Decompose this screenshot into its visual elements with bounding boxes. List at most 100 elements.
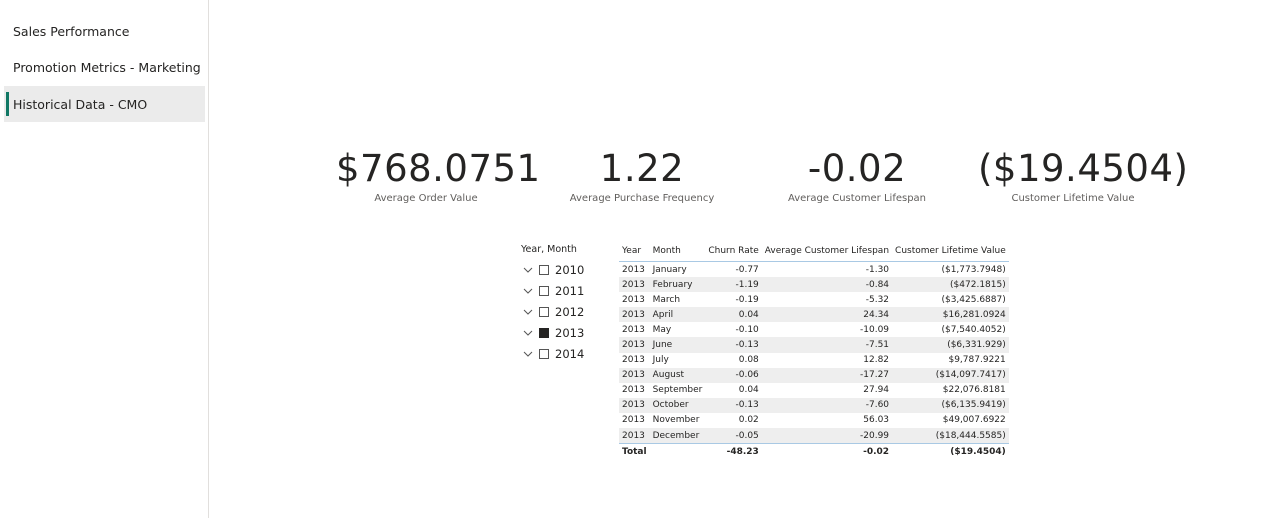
cell-avg-lifespan: -1.30 — [865, 264, 890, 275]
cell-total-label: Total — [619, 443, 650, 460]
chevron-down-icon[interactable] — [521, 326, 535, 340]
cell-avg-lifespan: 56.03 — [863, 415, 890, 426]
table-row[interactable]: 2013 July 0.08 12.82 $9,787.9221 — [619, 353, 1009, 368]
cell-year: 2013 — [619, 337, 650, 353]
table-row[interactable]: 2013 March -0.19 -5.32 ($3,425.6887) — [619, 292, 1009, 307]
cell-year: 2013 — [622, 385, 645, 396]
cell-month: November — [652, 415, 700, 426]
column-header-month[interactable]: Month — [649, 243, 706, 262]
kpi-card-average-order-value[interactable]: $768.0751 Average Order Value — [336, 146, 540, 204]
cell-clv: ($472.1815) — [892, 277, 1009, 293]
table-row[interactable]: 2013 February -1.19 -0.84 ($472.1815) — [619, 277, 1009, 293]
year-month-slicer[interactable]: Year, Month 2010 2011 2012 2013 2014 — [521, 244, 611, 364]
cell-month: July — [652, 355, 669, 366]
kpi-label: Average Customer Lifespan — [787, 193, 927, 204]
nav-item-promotion-metrics-marketing[interactable]: Promotion Metrics - Marketing — [13, 59, 201, 75]
cell-churn-rate: -0.06 — [705, 367, 762, 383]
churn-table-visual: Year Month Churn Rate Average Customer L… — [619, 243, 1009, 460]
slicer-item-label: 2013 — [555, 325, 585, 340]
cell-year: 2013 — [619, 428, 650, 445]
kpi-card-average-customer-lifespan[interactable]: -0.02 Average Customer Lifespan — [782, 146, 932, 204]
cell-avg-lifespan: 24.34 — [761, 307, 893, 323]
cell-month: January — [652, 264, 687, 275]
kpi-label: Customer Lifetime Value — [1011, 193, 1135, 204]
cell-clv: ($6,331.929) — [892, 337, 1009, 353]
cell-total-avg-lifespan: -0.02 — [761, 443, 893, 460]
cell-year: 2013 — [622, 264, 645, 275]
cell-clv: ($6,135.9419) — [892, 397, 1009, 413]
kpi-card-average-purchase-frequency[interactable]: 1.22 Average Purchase Frequency — [562, 146, 722, 204]
slicer-item-2010[interactable]: 2010 — [521, 259, 611, 280]
cell-churn-rate: 0.04 — [738, 385, 759, 396]
cell-avg-lifespan: -0.84 — [761, 277, 893, 293]
cell-month: February — [649, 277, 706, 293]
cell-month: March — [652, 294, 681, 305]
table-row[interactable]: 2013 October -0.13 -7.60 ($6,135.9419) — [619, 397, 1009, 413]
slicer-item-2011[interactable]: 2011 — [521, 280, 611, 301]
cell-avg-lifespan: 27.94 — [863, 385, 890, 396]
cell-year: 2013 — [622, 324, 645, 335]
kpi-card-customer-lifetime-value[interactable]: ($19.4504) Customer Lifetime Value — [978, 146, 1188, 204]
cell-month: April — [649, 307, 706, 323]
column-header-average-customer-lifespan[interactable]: Average Customer Lifespan — [761, 243, 893, 262]
cell-total-churn-rate: -48.23 — [705, 443, 762, 460]
cell-month: December — [649, 428, 706, 445]
kpi-value: -0.02 — [807, 147, 907, 190]
table-row[interactable]: 2013 December -0.05 -20.99 ($18,444.5585… — [619, 428, 1009, 445]
slicer-item-label: 2011 — [555, 283, 585, 298]
nav-item-historical-data-cmo[interactable]: Historical Data - CMO — [4, 86, 205, 122]
cell-year: 2013 — [622, 415, 645, 426]
table-row[interactable]: 2013 November 0.02 56.03 $49,007.6922 — [619, 413, 1009, 428]
table-row[interactable]: 2013 April 0.04 24.34 $16,281.0924 — [619, 307, 1009, 323]
table-row[interactable]: 2013 May -0.10 -10.09 ($7,540.4052) — [619, 322, 1009, 337]
cell-churn-rate: -1.19 — [705, 277, 762, 293]
cell-clv: ($18,444.5585) — [892, 428, 1009, 445]
nav-item-sales-performance[interactable]: Sales Performance — [13, 23, 130, 39]
checkbox[interactable] — [539, 285, 549, 296]
checkbox[interactable] — [539, 306, 549, 317]
cell-churn-rate: -0.13 — [705, 397, 762, 413]
cell-churn-rate: -0.19 — [735, 294, 759, 305]
cell-churn-rate: -0.13 — [705, 337, 762, 353]
chevron-down-icon[interactable] — [521, 284, 535, 298]
slicer-item-2014[interactable]: 2014 — [521, 343, 611, 364]
table-row[interactable]: 2013 January -0.77 -1.30 ($1,773.7948) — [619, 262, 1009, 278]
cell-clv: $49,007.6922 — [942, 415, 1006, 426]
cell-avg-lifespan: -10.09 — [860, 324, 890, 335]
chevron-down-icon[interactable] — [521, 263, 535, 277]
slicer-item-label: 2014 — [555, 346, 585, 361]
slicer-title: Year, Month — [521, 244, 577, 255]
cell-clv: $16,281.0924 — [892, 307, 1009, 323]
table-row[interactable]: 2013 June -0.13 -7.51 ($6,331.929) — [619, 337, 1009, 353]
checkbox-checked[interactable] — [539, 327, 549, 338]
chevron-down-icon[interactable] — [521, 347, 535, 361]
cell-clv: $22,076.8181 — [942, 385, 1006, 396]
cell-clv: ($3,425.6887) — [941, 294, 1006, 305]
cell-total-clv: ($19.4504) — [892, 443, 1009, 460]
column-header-churn-rate[interactable]: Churn Rate — [705, 243, 762, 262]
table-header-row: Year Month Churn Rate Average Customer L… — [619, 243, 1009, 262]
cell-avg-lifespan: -7.51 — [761, 337, 893, 353]
checkbox[interactable] — [539, 264, 549, 275]
cell-churn-rate: -0.77 — [735, 264, 759, 275]
table-row[interactable]: 2013 August -0.06 -17.27 ($14,097.7417) — [619, 367, 1009, 383]
slicer-item-2012[interactable]: 2012 — [521, 301, 611, 322]
cell-churn-rate: 0.08 — [738, 355, 759, 366]
cell-year: 2013 — [619, 367, 650, 383]
slicer-item-label: 2012 — [555, 304, 585, 319]
cell-year: 2013 — [622, 294, 645, 305]
table-total-row: Total -48.23 -0.02 ($19.4504) — [619, 443, 1009, 460]
cell-year: 2013 — [619, 397, 650, 413]
slicer-item-2013[interactable]: 2013 — [521, 322, 611, 343]
cell-month: May — [652, 324, 672, 335]
column-header-customer-lifetime-value[interactable]: Customer Lifetime Value — [892, 243, 1009, 262]
checkbox[interactable] — [539, 348, 549, 359]
column-header-year[interactable]: Year — [619, 243, 650, 262]
page-navigation-pane: Sales Performance Promotion Metrics - Ma… — [0, 0, 209, 518]
chevron-down-icon[interactable] — [521, 305, 535, 319]
kpi-label: Average Order Value — [374, 193, 478, 204]
cell-churn-rate: 0.04 — [705, 307, 762, 323]
table-row[interactable]: 2013 September 0.04 27.94 $22,076.8181 — [619, 383, 1009, 398]
cell-avg-lifespan: -5.32 — [865, 294, 890, 305]
cell-avg-lifespan: -17.27 — [761, 367, 893, 383]
